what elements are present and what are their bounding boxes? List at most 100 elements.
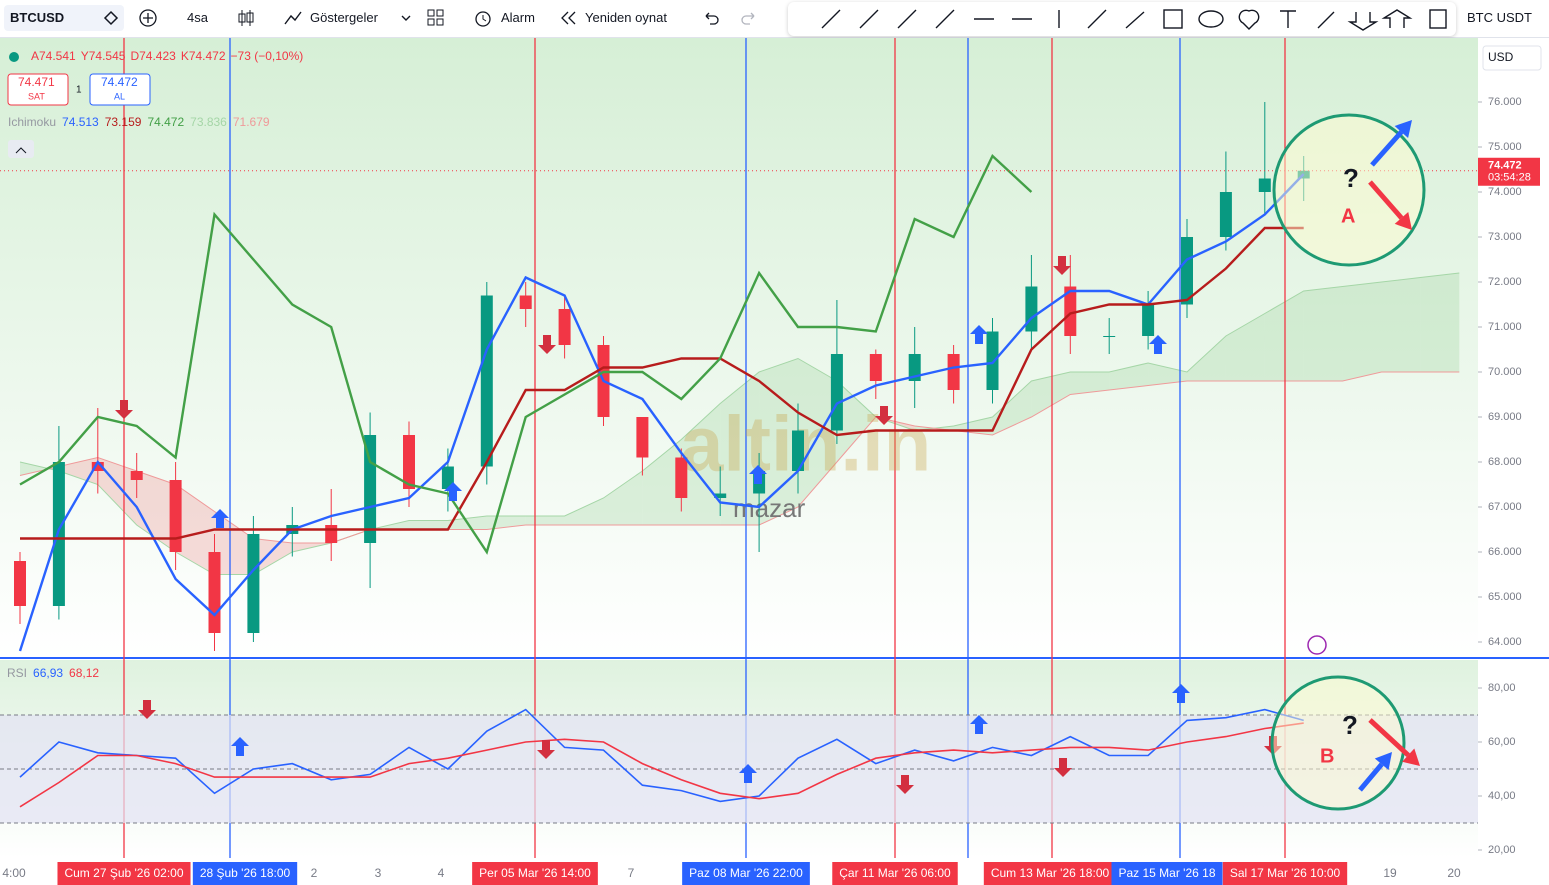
signal-arrow	[970, 715, 988, 734]
legend-text: RSI	[7, 666, 27, 680]
x-tick-label: Cum 27 Şub '26 02:00	[64, 866, 183, 880]
price-pane	[0, 38, 1478, 658]
annotation: A	[1341, 205, 1355, 227]
legend-text: 1	[76, 85, 82, 96]
cloud-segment	[175, 484, 215, 575]
collapse-button[interactable]	[8, 140, 34, 158]
candle-body	[325, 525, 338, 543]
y-tick-label: 65.000	[1488, 591, 1522, 603]
annotation-arrow	[1370, 130, 1404, 167]
legend-text: Y74.545	[81, 49, 126, 63]
signal-arrow	[115, 400, 133, 419]
candle-body	[247, 534, 260, 633]
x-tick-label: 2	[311, 866, 318, 880]
x-tick-label: Per 05 Mar '26 14:00	[479, 866, 591, 880]
icon[interactable]	[103, 10, 119, 26]
cloud-segment	[642, 439, 682, 525]
x-tick-badge	[1111, 862, 1223, 885]
indicators[interactable]: Göstergeler	[310, 10, 378, 25]
signal-arrow	[739, 764, 757, 783]
chevron[interactable]	[400, 12, 412, 24]
sell-button[interactable]	[7, 73, 69, 106]
signal-arrow	[1172, 684, 1190, 703]
x-tick-badge	[682, 862, 810, 885]
chevron	[15, 147, 27, 154]
cloud-segment	[1070, 372, 1110, 395]
legend-text: 74.471	[18, 75, 55, 89]
legend-text: −73 (−0,10%)	[231, 49, 304, 63]
cloud-segment	[720, 372, 760, 525]
annotation: ?	[1343, 163, 1359, 193]
signal-arrow	[444, 482, 462, 501]
interval[interactable]: 4sa	[187, 10, 208, 25]
y-tick-label: 71.000	[1488, 321, 1522, 333]
cloud-segment	[992, 381, 1032, 435]
cloud-segment	[525, 516, 565, 525]
undo-redo[interactable]	[702, 10, 758, 26]
y-tick-label: 64.000	[1488, 636, 1522, 648]
alert-icon[interactable]	[473, 8, 493, 28]
cloud-segment	[1342, 282, 1382, 381]
alert[interactable]: Alarm	[501, 10, 535, 25]
annotation-arrowhead	[1374, 752, 1392, 771]
candle-body	[364, 435, 377, 543]
x-tick-label: Paz 08 Mar '26 22:00	[689, 866, 803, 880]
add-icon[interactable]	[138, 8, 158, 28]
candle-body	[636, 417, 649, 458]
candle-body	[208, 552, 221, 633]
candle-body	[558, 309, 571, 345]
indicator-line	[19, 154, 1033, 555]
legend-text: D74.423	[130, 49, 176, 63]
y-tick-label: 73.000	[1488, 231, 1522, 243]
symbol[interactable]: BTCUSD	[10, 10, 65, 25]
cloud-segment	[409, 520, 448, 530]
annotation-circle	[1270, 675, 1406, 811]
legend-text: 73.836	[190, 115, 227, 129]
candle-body	[1142, 304, 1155, 336]
candle-body	[480, 295, 493, 467]
replay[interactable]: Yeniden oynat	[585, 10, 667, 25]
legend-text: AL	[114, 91, 125, 101]
cloud-segment	[1187, 336, 1226, 381]
x-tick-label: 7	[628, 866, 635, 880]
layout-icon[interactable]	[427, 9, 445, 27]
candle-body	[830, 354, 843, 431]
cloud-edge	[19, 371, 1460, 544]
x-tick-badge	[57, 862, 191, 885]
candle-body	[1103, 336, 1116, 337]
x-tick-badge	[472, 862, 598, 885]
cloud-segment	[1264, 291, 1304, 381]
candle-body	[169, 480, 182, 552]
cloud-segment	[603, 471, 643, 525]
cloud-segment	[1420, 273, 1460, 372]
candle-body	[792, 430, 804, 471]
y-tick-label: 70.000	[1488, 366, 1522, 378]
replay-icon[interactable]	[560, 10, 578, 26]
candle-body	[52, 462, 65, 606]
indicators-icon[interactable]	[283, 8, 303, 28]
price-badge-time: 03:54:28	[1488, 172, 1531, 184]
tool-icons[interactable]	[788, 2, 1456, 36]
y-tick-label: 74.000	[1488, 186, 1522, 198]
legend-text: 74.472	[101, 75, 138, 89]
pair[interactable]: BTC USDT	[1467, 10, 1532, 25]
drawing-tools	[788, 2, 1456, 36]
signal-arrow	[231, 737, 249, 756]
currency-box[interactable]	[1482, 45, 1542, 71]
candle-body	[1219, 192, 1232, 237]
legend-text: Ichimoku	[8, 115, 56, 129]
cloud-segment	[1381, 277, 1421, 372]
signal-arrow	[1149, 335, 1167, 354]
price-badge-value: 74.472	[1488, 160, 1522, 172]
annotation-arrow	[1358, 762, 1384, 792]
chart-type-icon[interactable]	[236, 8, 256, 28]
signal-arrow	[749, 465, 767, 484]
legend-text: A74.541	[31, 49, 76, 63]
buy-button[interactable]	[89, 73, 151, 106]
signal-arrow	[538, 335, 556, 354]
candle-body	[91, 462, 104, 471]
x-tick-badge	[192, 862, 298, 885]
toolbar: BTCUSD 4sa Göstergeler Alarm Yeniden oyn…	[0, 0, 1549, 38]
cloud-segment	[20, 462, 59, 476]
